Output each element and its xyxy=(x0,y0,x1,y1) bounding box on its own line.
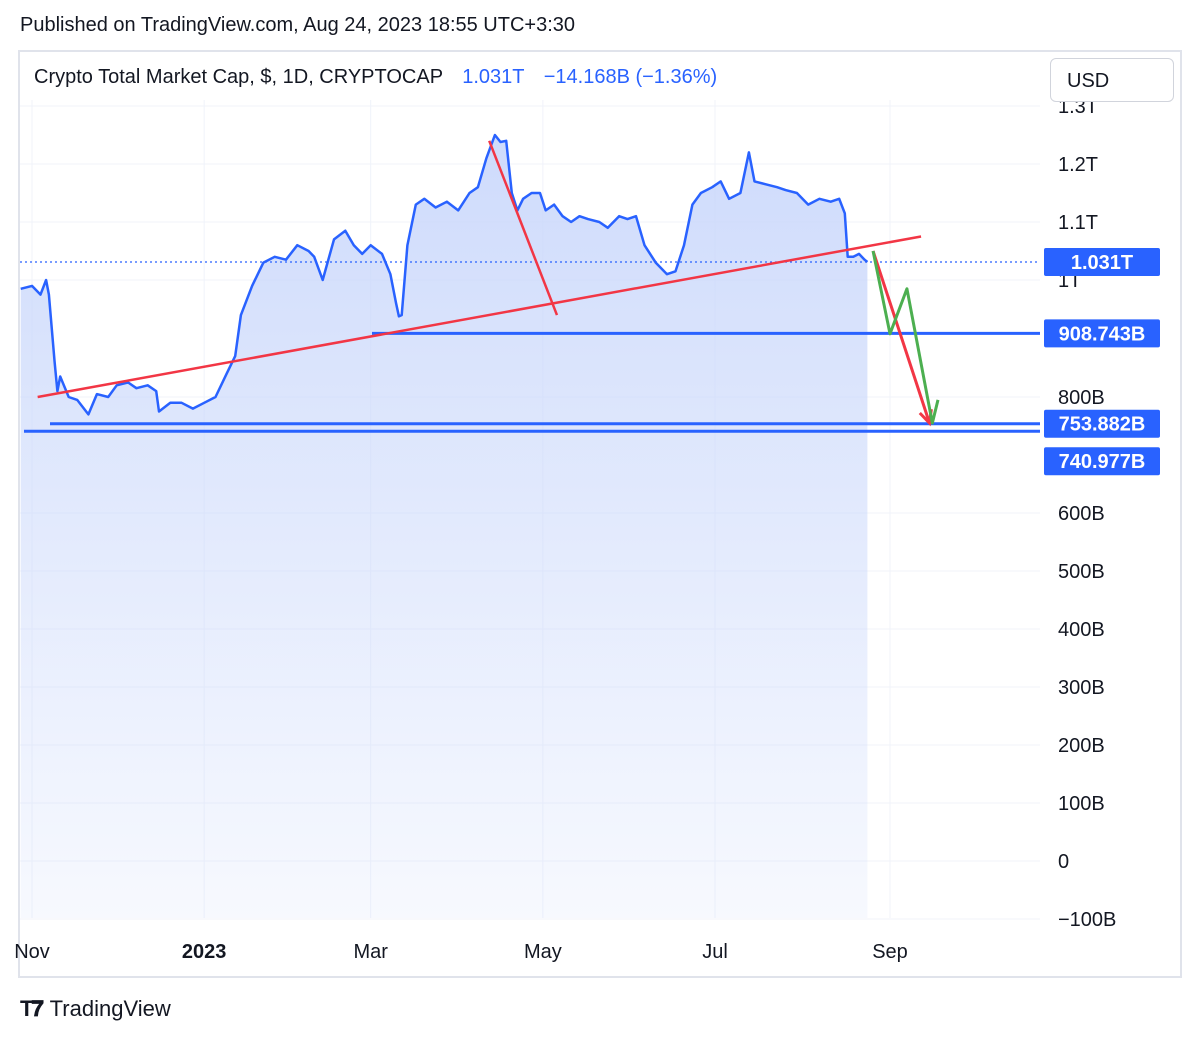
chart-frame xyxy=(18,50,1182,978)
level-badge-753: 753.882B xyxy=(1059,414,1146,436)
level-badge-740-bg xyxy=(1044,447,1160,476)
legend-symbol: Crypto Total Market Cap, $, 1D, CRYPTOCA… xyxy=(34,66,443,88)
trendline-0 xyxy=(37,235,922,399)
red-projection-arrow xyxy=(871,250,931,424)
y-tick-label: 100B xyxy=(1058,793,1105,815)
current-price-badge: 1.031T xyxy=(1071,252,1133,274)
y-tick-label: 300B xyxy=(1058,677,1105,699)
y-tick-label: 800B xyxy=(1058,387,1105,409)
legend-change: −14.168B (−1.36%) xyxy=(543,66,718,88)
y-tick-label: −100B xyxy=(1058,909,1116,931)
price-line xyxy=(20,133,869,416)
level-badge-908: 908.743B xyxy=(1059,323,1146,345)
current-price-badge-bg xyxy=(1044,248,1160,277)
x-tick-label: Nov xyxy=(14,941,50,963)
y-tick-label: 500B xyxy=(1058,561,1105,583)
footer-brand: T𝟕 TradingView xyxy=(20,996,171,1022)
currency-button[interactable]: USD xyxy=(1050,58,1174,102)
tradingview-logo-icon: T𝟕 xyxy=(20,996,44,1021)
x-tick-label: Sep xyxy=(872,941,908,963)
legend-last-price: 1.031T xyxy=(462,66,525,88)
y-tick-label: 1.2T xyxy=(1058,154,1098,176)
x-tick-label: Mar xyxy=(353,941,388,963)
x-tick-label: Jul xyxy=(702,941,728,963)
y-tick-label: 1.1T xyxy=(1058,212,1098,234)
green-projection-arrow xyxy=(871,250,940,425)
y-tick-label: 0 xyxy=(1058,851,1069,873)
published-header: Published on TradingView.com, Aug 24, 20… xyxy=(20,14,576,36)
level-badge-908-bg xyxy=(1044,319,1160,348)
x-tick-label: May xyxy=(524,941,562,963)
trendline-1 xyxy=(488,140,559,316)
y-tick-label: 200B xyxy=(1058,735,1105,757)
chart-legend: Crypto Total Market Cap, $, 1D, CRYPTOCA… xyxy=(34,66,717,89)
footer-brand-label: TradingView xyxy=(49,996,171,1021)
level-badge-753-bg xyxy=(1044,409,1160,438)
y-tick-label: 600B xyxy=(1058,503,1105,525)
y-tick-label: 400B xyxy=(1058,619,1105,641)
level-badge-740: 740.977B xyxy=(1059,451,1146,473)
price-area xyxy=(20,135,868,918)
x-tick-label: 2023 xyxy=(182,941,227,963)
